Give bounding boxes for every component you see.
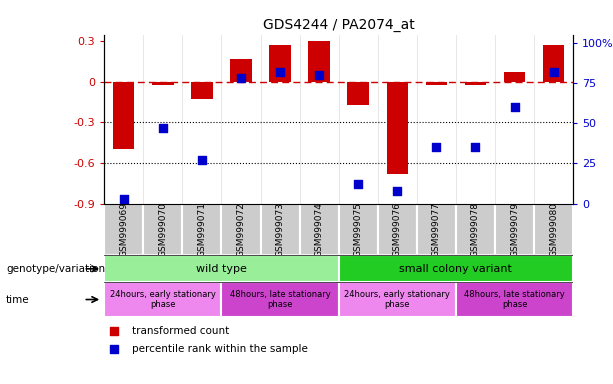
Point bbox=[275, 68, 285, 74]
Text: GSM999075: GSM999075 bbox=[354, 202, 363, 257]
Point bbox=[509, 104, 519, 110]
Point bbox=[109, 328, 118, 334]
Bar bbox=[338, 204, 378, 255]
Text: GSM999071: GSM999071 bbox=[197, 202, 207, 257]
Text: GSM999074: GSM999074 bbox=[314, 202, 324, 257]
Point bbox=[119, 195, 129, 202]
Point bbox=[314, 72, 324, 78]
Bar bbox=[387, 82, 408, 174]
Text: 48hours, late stationary
phase: 48hours, late stationary phase bbox=[464, 290, 565, 309]
Bar bbox=[348, 82, 369, 105]
Text: time: time bbox=[6, 295, 30, 305]
Text: GSM999072: GSM999072 bbox=[237, 202, 245, 257]
Text: GSM999069: GSM999069 bbox=[120, 202, 128, 257]
Bar bbox=[338, 255, 573, 282]
Point bbox=[197, 157, 207, 163]
Bar bbox=[456, 204, 495, 255]
Bar bbox=[261, 204, 300, 255]
Text: GSM999076: GSM999076 bbox=[393, 202, 402, 257]
Text: GSM999078: GSM999078 bbox=[471, 202, 480, 257]
Text: 24hours, early stationary
phase: 24hours, early stationary phase bbox=[110, 290, 216, 309]
Bar bbox=[338, 282, 456, 317]
Bar bbox=[104, 204, 143, 255]
Text: 24hours, early stationary
phase: 24hours, early stationary phase bbox=[345, 290, 450, 309]
Bar bbox=[465, 82, 486, 84]
Point bbox=[432, 144, 441, 150]
Bar bbox=[269, 45, 291, 82]
Bar bbox=[221, 282, 338, 317]
Text: GSM999079: GSM999079 bbox=[510, 202, 519, 257]
Text: transformed count: transformed count bbox=[132, 326, 230, 336]
Bar bbox=[143, 204, 183, 255]
Text: GSM999070: GSM999070 bbox=[158, 202, 167, 257]
Point bbox=[353, 181, 363, 187]
Bar bbox=[308, 41, 330, 82]
Point bbox=[549, 68, 558, 74]
Bar bbox=[230, 59, 252, 82]
Title: GDS4244 / PA2074_at: GDS4244 / PA2074_at bbox=[263, 18, 414, 32]
Text: small colony variant: small colony variant bbox=[400, 264, 512, 274]
Text: 48hours, late stationary
phase: 48hours, late stationary phase bbox=[230, 290, 330, 309]
Point bbox=[109, 346, 118, 352]
Point bbox=[471, 144, 481, 150]
Bar bbox=[425, 82, 447, 84]
Text: GSM999077: GSM999077 bbox=[432, 202, 441, 257]
Text: GSM999073: GSM999073 bbox=[276, 202, 284, 257]
Bar bbox=[534, 204, 573, 255]
Text: GSM999080: GSM999080 bbox=[549, 202, 558, 257]
Bar bbox=[104, 282, 221, 317]
Point bbox=[236, 75, 246, 81]
Bar bbox=[191, 82, 213, 99]
Bar bbox=[504, 73, 525, 82]
Point bbox=[392, 187, 402, 194]
Bar bbox=[152, 82, 173, 84]
Point bbox=[158, 125, 168, 131]
Text: genotype/variation: genotype/variation bbox=[6, 264, 105, 274]
Bar bbox=[456, 282, 573, 317]
Bar bbox=[417, 204, 456, 255]
Bar bbox=[495, 204, 534, 255]
Bar bbox=[378, 204, 417, 255]
Bar bbox=[104, 255, 338, 282]
Text: percentile rank within the sample: percentile rank within the sample bbox=[132, 344, 308, 354]
Bar bbox=[183, 204, 221, 255]
Bar bbox=[543, 45, 565, 82]
Bar bbox=[300, 204, 338, 255]
Bar bbox=[113, 82, 134, 149]
Text: wild type: wild type bbox=[196, 264, 247, 274]
Bar bbox=[221, 204, 261, 255]
